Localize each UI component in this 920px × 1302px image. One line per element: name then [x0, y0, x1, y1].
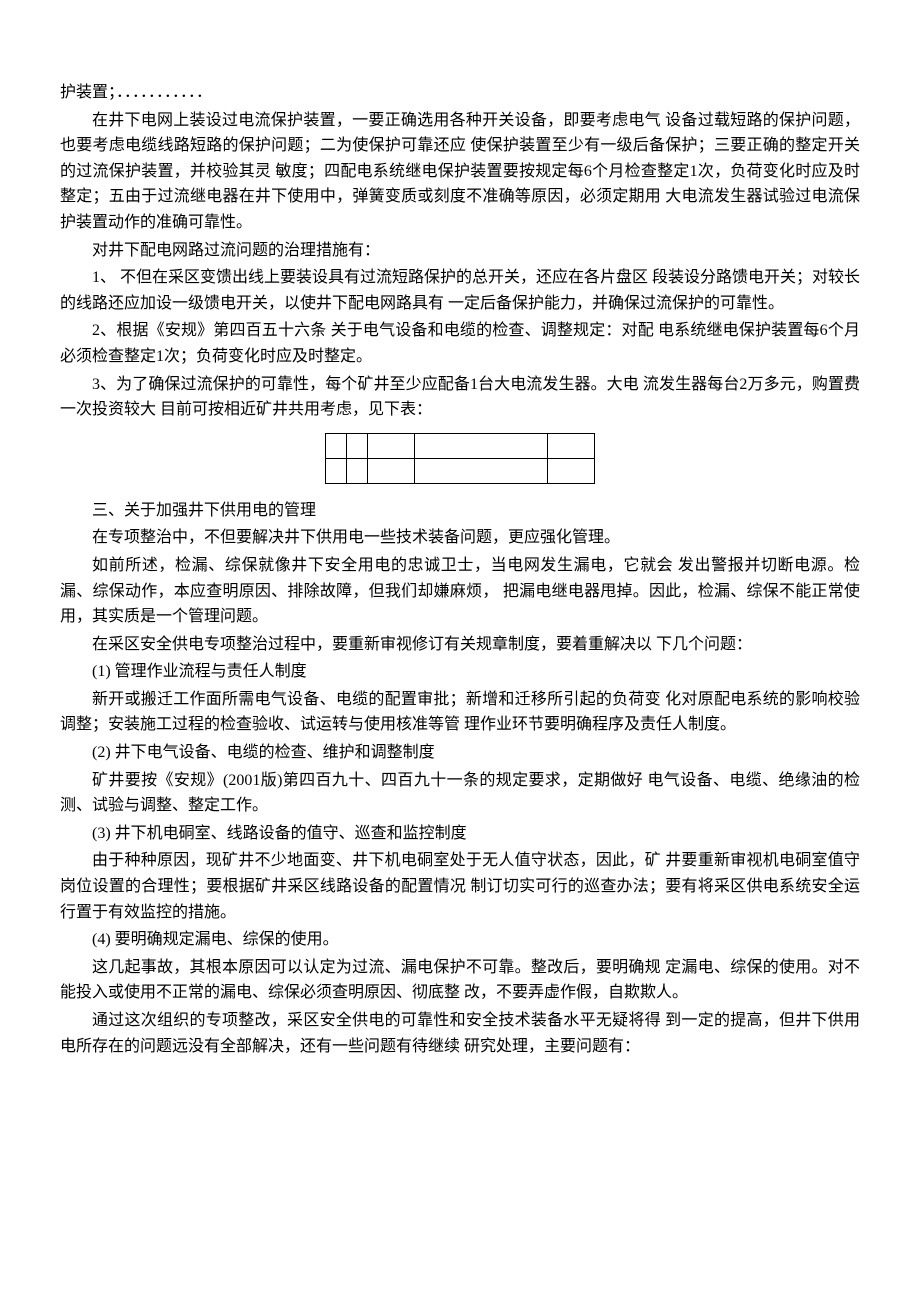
paragraph-measure-3: 3、为了确保过流保护的可靠性，每个矿井至少应配备1台大电流发生器。大电 流发生器… [60, 372, 860, 423]
table-cell [326, 458, 347, 483]
paragraph-overcurrent-device: 在井下电网上装设过电流保护装置，一要正确选用各种开关设备，即要考虑电气 设备过载… [60, 108, 860, 236]
item-1-body: 新开或搬迁工作面所需电气设备、电缆的配置审批；新增和迁移所引起的负荷变 化对原配… [60, 687, 860, 738]
table-row [326, 433, 595, 458]
paragraph-issues-intro: 在采区安全供电专项整治过程中，要重新审视修订有关规章制度，要着重解决以 下几个问… [60, 632, 860, 658]
paragraph-measure-1: 1、 不但在采区变馈出线上要装设具有过流短路保护的总开关，还应在各片盘区 段装设… [60, 265, 860, 316]
text-dots: ．．．．．．．．．．． [116, 84, 212, 101]
section-3-title: 三、关于加强井下供用电的管理 [60, 498, 860, 524]
item-2-title: (2) 井下电气设备、电缆的检查、维护和调整制度 [60, 740, 860, 766]
table-cell [326, 433, 347, 458]
paragraph-measures-intro: 对井下配电网路过流问题的治理措施有： [60, 238, 860, 264]
table-cell [415, 458, 548, 483]
table-cell [415, 433, 548, 458]
paragraph-leak-detect: 如前所述，检漏、综保就像井下安全用电的忠诚卫士，当电网发生漏电，它就会 发出警报… [60, 553, 860, 630]
item-1-title: (1) 管理作业流程与责任人制度 [60, 659, 860, 685]
paragraph-mgmt-intro: 在专项整治中，不但要解决井下供用电一些技术装备问题，更应强化管理。 [60, 525, 860, 551]
item-2-body: 矿井要按《安规》(2001版)第四百九十、四百九十一条的规定要求，定期做好 电气… [60, 768, 860, 819]
generator-table [325, 433, 595, 484]
table-cell [368, 433, 415, 458]
item-4-body: 这几起事故，其根本原因可以认定为过流、漏电保护不可靠。整改后，要明确规 定漏电、… [60, 955, 860, 1006]
paragraph-measure-2: 2、根据《安规》第四百五十六条 关于电气设备和电缆的检查、调整规定：对配 电系统… [60, 318, 860, 369]
table-wrapper [60, 433, 860, 484]
text-head: 护装置； [60, 84, 116, 101]
table-cell [347, 458, 368, 483]
table-cell [548, 433, 595, 458]
table-cell [368, 458, 415, 483]
table-row [326, 458, 595, 483]
item-4-title: (4) 要明确规定漏电、综保的使用。 [60, 927, 860, 953]
table-cell [347, 433, 368, 458]
item-3-body: 由于种种原因，现矿井不少地面变、井下机电硐室处于无人值守状态，因此，矿 井要重新… [60, 848, 860, 925]
table-cell [548, 458, 595, 483]
item-3-title: (3) 井下机电硐室、线路设备的值守、巡查和监控制度 [60, 821, 860, 847]
paragraph-protection-device-cont: 护装置；．．．．．．．．．．． [60, 80, 860, 106]
paragraph-conclusion: 通过这次组织的专项整改，采区安全供电的可靠性和安全技术装备水平无疑将得 到一定的… [60, 1008, 860, 1059]
